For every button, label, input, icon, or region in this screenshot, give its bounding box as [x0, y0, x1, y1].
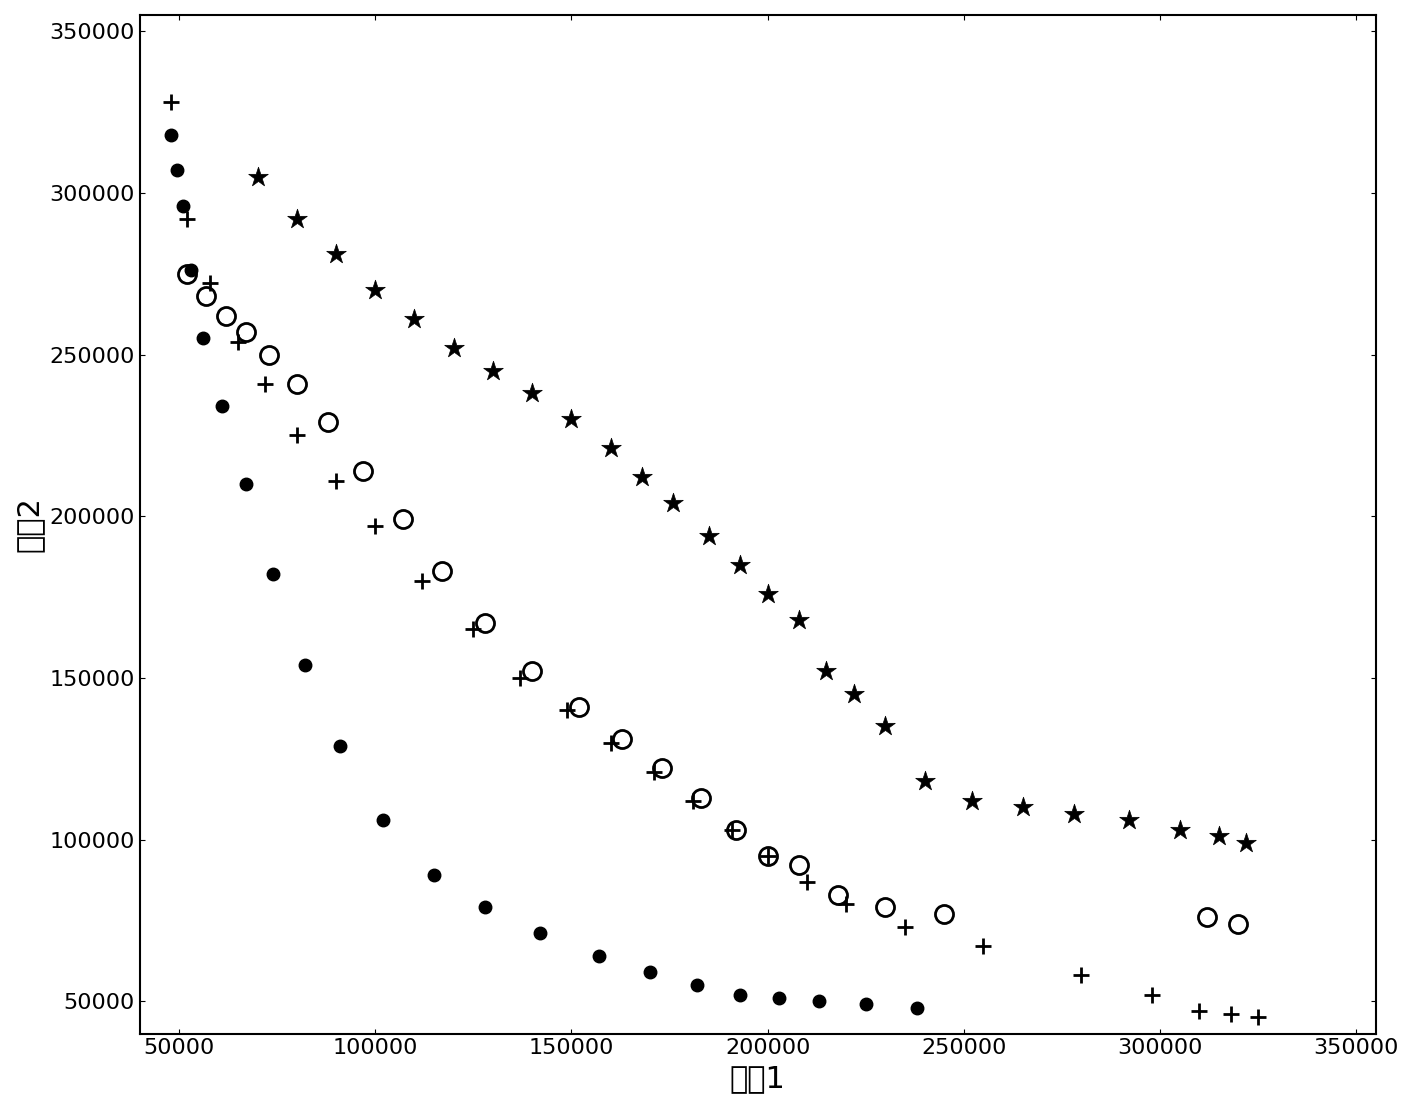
Point [960, 792, 983, 810]
Point [698, 526, 721, 544]
Point [756, 585, 779, 603]
Point [324, 246, 347, 264]
Point [663, 494, 685, 512]
Point [796, 873, 818, 891]
Point [1219, 1005, 1242, 1023]
Point [176, 209, 198, 227]
Point [200, 275, 222, 293]
Point [893, 919, 916, 936]
Point [643, 762, 666, 780]
Point [286, 427, 309, 444]
Point [1011, 799, 1034, 817]
Point [874, 718, 896, 736]
Point [521, 384, 544, 402]
Point [160, 93, 183, 111]
Point [630, 469, 653, 486]
Point [1246, 1008, 1269, 1026]
Point [834, 895, 857, 913]
Point [1062, 804, 1085, 822]
Point [787, 611, 810, 628]
X-axis label: 目标1: 目标1 [729, 1064, 786, 1092]
Point [1168, 821, 1191, 839]
Point [599, 440, 622, 458]
Point [411, 572, 433, 589]
Point [1188, 1002, 1211, 1019]
Point [364, 281, 387, 299]
Point [286, 209, 309, 227]
Point [364, 517, 387, 535]
Point [1235, 834, 1257, 852]
Point [1208, 828, 1231, 845]
Point [913, 772, 936, 790]
Point [324, 472, 347, 490]
Point [1070, 966, 1093, 984]
Point [227, 332, 249, 350]
Point [721, 821, 743, 839]
Point [1141, 986, 1164, 1004]
Y-axis label: 目标2: 目标2 [16, 496, 44, 552]
Point [246, 167, 269, 185]
Point [729, 556, 752, 574]
Point [756, 847, 779, 864]
Point [561, 410, 583, 428]
Point [404, 310, 426, 328]
Point [481, 362, 504, 380]
Point [816, 663, 838, 680]
Point [462, 620, 484, 638]
Point [510, 669, 532, 687]
Point [253, 375, 276, 392]
Point [681, 792, 704, 810]
Point [442, 339, 464, 357]
Point [1117, 811, 1140, 829]
Point [843, 685, 865, 702]
Point [971, 937, 994, 955]
Point [599, 733, 622, 751]
Point [556, 701, 579, 719]
